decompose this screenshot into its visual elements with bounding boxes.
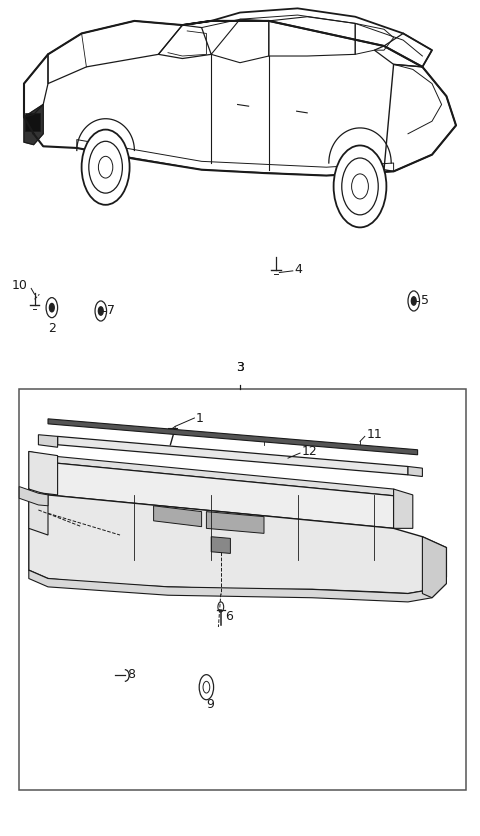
Text: 2: 2 (48, 322, 56, 335)
Polygon shape (422, 537, 446, 598)
Polygon shape (19, 487, 48, 506)
Polygon shape (206, 512, 264, 533)
Polygon shape (48, 419, 418, 455)
Polygon shape (24, 104, 43, 145)
Polygon shape (29, 451, 48, 495)
Bar (19, 389, 466, 790)
Circle shape (98, 307, 103, 315)
Polygon shape (58, 436, 408, 475)
Circle shape (411, 297, 416, 305)
Polygon shape (154, 506, 202, 527)
FancyBboxPatch shape (25, 113, 40, 131)
Polygon shape (29, 489, 48, 535)
Text: 6: 6 (225, 610, 232, 624)
Ellipse shape (82, 130, 130, 205)
Text: 5: 5 (421, 294, 430, 308)
Polygon shape (29, 489, 446, 594)
Polygon shape (48, 456, 403, 502)
Polygon shape (408, 466, 422, 477)
Polygon shape (29, 451, 58, 495)
Text: 7: 7 (107, 304, 115, 318)
Ellipse shape (351, 174, 369, 199)
Text: 1: 1 (196, 411, 204, 425)
Text: 10: 10 (12, 279, 28, 293)
Polygon shape (38, 435, 58, 447)
Text: 12: 12 (301, 445, 317, 458)
Text: 11: 11 (366, 428, 382, 441)
Circle shape (49, 303, 54, 312)
Text: 4: 4 (294, 263, 302, 276)
Polygon shape (29, 570, 446, 602)
Ellipse shape (98, 156, 113, 178)
Text: 3: 3 (236, 360, 244, 374)
Text: 3: 3 (236, 360, 244, 374)
Ellipse shape (89, 141, 122, 193)
Polygon shape (48, 462, 394, 528)
Ellipse shape (342, 158, 378, 215)
Ellipse shape (334, 145, 386, 227)
Polygon shape (211, 537, 230, 553)
Text: 9: 9 (206, 698, 214, 711)
Text: 8: 8 (127, 668, 135, 681)
Polygon shape (394, 489, 413, 528)
